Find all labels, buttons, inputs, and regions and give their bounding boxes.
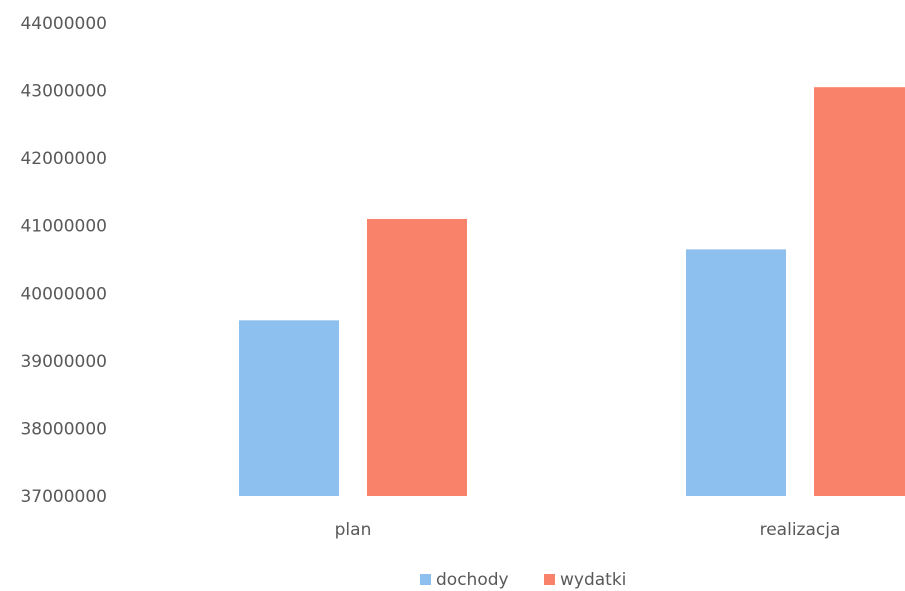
bars <box>239 87 905 496</box>
y-tick-label: 44000000 <box>20 14 107 34</box>
y-axis: 37000000 38000000 39000000 40000000 41000000… <box>20 14 107 507</box>
legend: dochody wydatki <box>420 570 626 590</box>
bar-dochody-plan <box>239 320 339 496</box>
bar-wydatki-realizacja <box>814 87 905 496</box>
y-tick-label: 43000000 <box>20 82 107 102</box>
legend-label: dochody <box>436 570 509 590</box>
legend-swatch <box>420 574 431 585</box>
y-tick-label: 41000000 <box>20 217 107 237</box>
legend-label: wydatki <box>560 570 626 590</box>
bar-dochody-realizacja <box>686 249 786 496</box>
legend-swatch <box>544 574 555 585</box>
bar-wydatki-plan <box>367 218 467 496</box>
y-tick-label: 37000000 <box>20 487 107 507</box>
category-label: plan <box>335 520 372 540</box>
y-tick-label: 40000000 <box>20 284 107 304</box>
category-label: realizacja <box>760 520 841 540</box>
x-axis: plan realizacja <box>335 520 841 540</box>
y-tick-label: 42000000 <box>20 149 107 169</box>
y-tick-label: 38000000 <box>20 419 107 439</box>
y-tick-label: 39000000 <box>20 352 107 372</box>
